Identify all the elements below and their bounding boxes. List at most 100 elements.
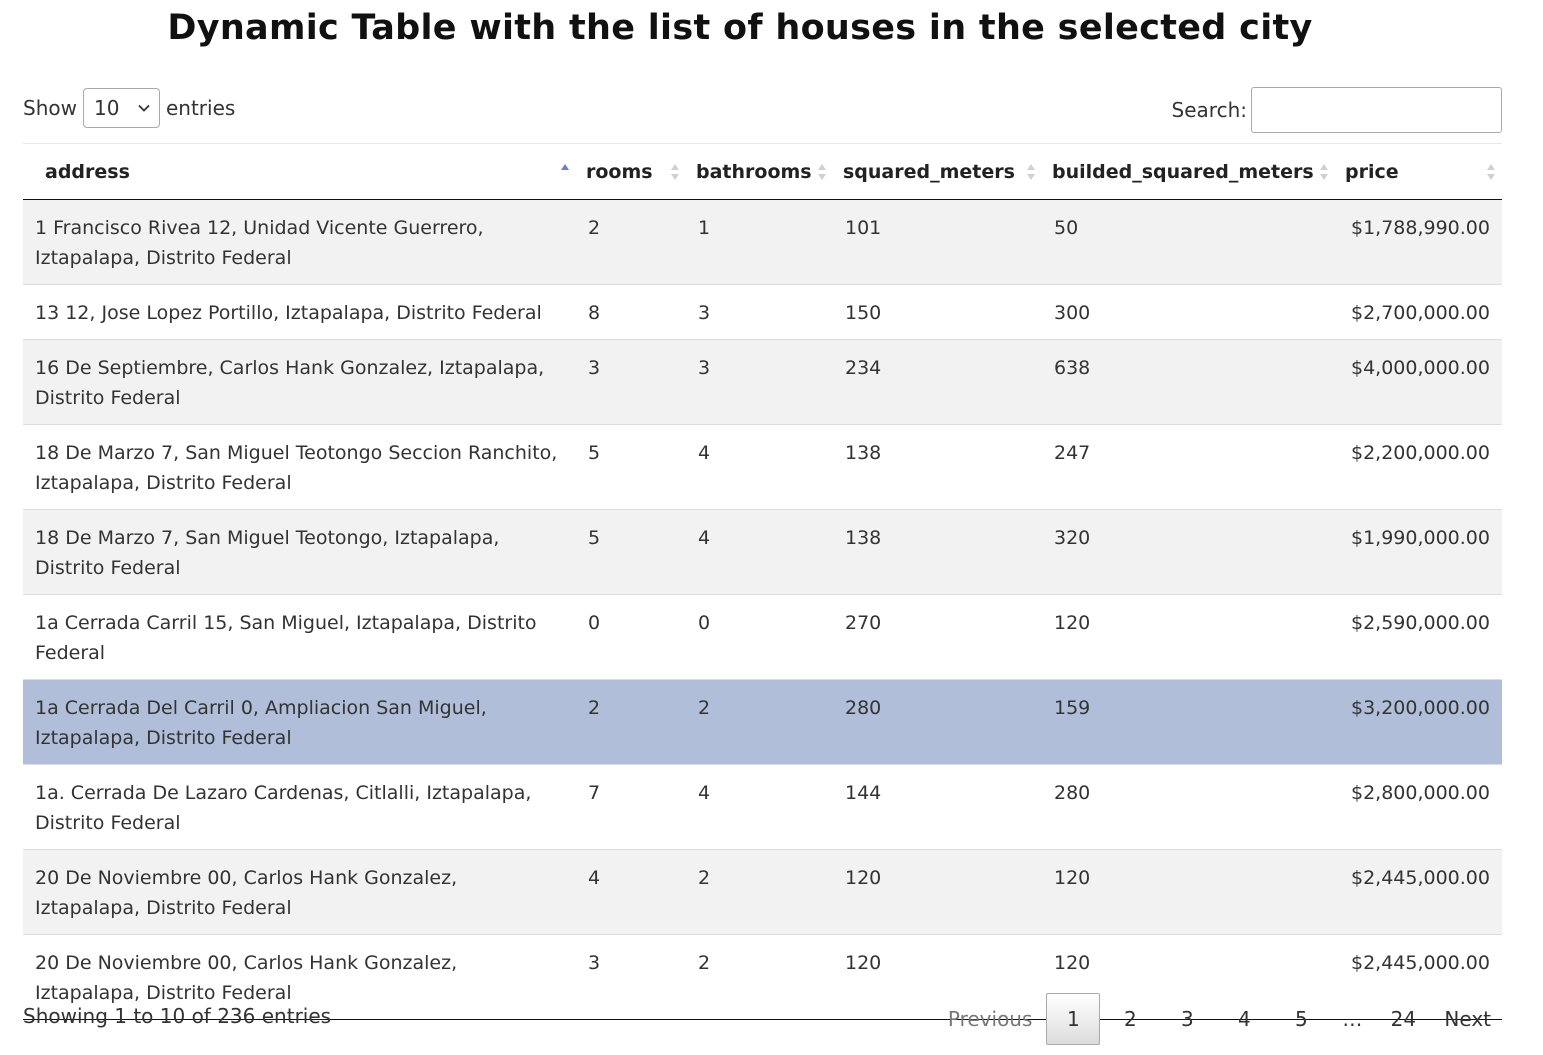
cell-squared-meters: 138 <box>833 509 1042 595</box>
cell-price: $3,200,000.00 <box>1335 679 1502 765</box>
cell-squared-meters: 120 <box>833 934 1042 1020</box>
column-header-address[interactable]: address <box>23 143 576 200</box>
search-input[interactable] <box>1251 87 1502 133</box>
cell-address: 20 De Noviembre 00, Carlos Hank Gonzalez… <box>23 849 576 935</box>
cell-builded-squared-meters: 120 <box>1042 594 1335 680</box>
column-header-label: builded_squared_meters <box>1052 160 1314 183</box>
table-info: Showing 1 to 10 of 236 entries <box>23 1004 332 1028</box>
cell-bathrooms: 4 <box>686 424 833 510</box>
cell-squared-meters: 144 <box>833 764 1042 850</box>
table-header-row: address rooms bathrooms squared_meters build… <box>23 143 1502 200</box>
cell-builded-squared-meters: 159 <box>1042 679 1335 765</box>
cell-builded-squared-meters: 120 <box>1042 849 1335 935</box>
cell-rooms: 7 <box>576 764 686 850</box>
cell-price: $1,788,990.00 <box>1350 217 1490 239</box>
cell-bathrooms: 4 <box>686 509 833 595</box>
page-button[interactable]: 5 <box>1295 1007 1308 1031</box>
cell-builded-squared-meters: 320 <box>1042 509 1335 595</box>
sort-both-icon <box>670 161 680 183</box>
table-row[interactable]: 1 Francisco Rivea 12, Unidad Vicente Gue… <box>23 199 1502 285</box>
cell-address: 1a. Cerrada De Lazaro Cardenas, Citlalli… <box>23 764 576 850</box>
cell-squared-meters: 101 <box>845 217 882 239</box>
entries-length-select[interactable]: 10 <box>82 88 160 128</box>
cell-price: $2,445,000.00 <box>1335 849 1502 935</box>
previous-button[interactable]: Previous <box>947 1007 1033 1031</box>
cell-builded-squared-meters: 300 <box>1042 284 1335 340</box>
cell-address: 13 12, Jose Lopez Portillo, Iztapalapa, … <box>23 284 576 340</box>
sort-ascending-icon <box>560 161 570 183</box>
cell-address: 1a Cerrada Carril 15, San Miguel, Iztapa… <box>23 594 576 680</box>
houses-table: address rooms bathrooms squared_meters build… <box>23 143 1502 1020</box>
page-button[interactable]: 2 <box>1124 1007 1137 1031</box>
table-body: 1 Francisco Rivea 12, Unidad Vicente Gue… <box>23 199 1502 1020</box>
table-row[interactable]: 18 De Marzo 7, San Miguel Teotongo, Izta… <box>23 509 1502 595</box>
column-header-label: squared_meters <box>843 160 1015 183</box>
column-header-bathrooms[interactable]: bathrooms <box>686 143 833 200</box>
cell-squared-meters: 270 <box>833 594 1042 680</box>
table-row-selected[interactable]: 1a Cerrada Del Carril 0, Ampliacion San … <box>23 679 1502 765</box>
page-title: Dynamic Table with the list of houses in… <box>167 8 1313 48</box>
next-button[interactable]: Next <box>1444 1007 1491 1031</box>
cell-address: 18 De Marzo 7, San Miguel Teotongo, Izta… <box>23 509 576 595</box>
houses-table-wrapper: address rooms bathrooms squared_meters build… <box>23 143 1502 1020</box>
cell-builded-squared-meters: 50 <box>1054 217 1079 239</box>
cell-squared-meters: 234 <box>833 339 1042 425</box>
cell-price: $2,700,000.00 <box>1335 284 1502 340</box>
cell-address: 1 Francisco Rivea 12, Unidad Vicente Gue… <box>35 217 484 269</box>
cell-price: $2,590,000.00 <box>1335 594 1502 680</box>
sort-both-icon <box>817 161 827 183</box>
cell-bathrooms: 3 <box>686 284 833 340</box>
table-row[interactable]: 16 De Septiembre, Carlos Hank Gonzalez, … <box>23 339 1502 425</box>
length-control: Show 10 entries <box>23 88 235 128</box>
search-control: Search: <box>1172 87 1502 133</box>
sort-both-icon <box>1319 161 1329 183</box>
cell-bathrooms: 2 <box>686 849 833 935</box>
column-header-price[interactable]: price <box>1335 143 1502 200</box>
sort-both-icon <box>1486 161 1496 183</box>
cell-bathrooms: 4 <box>686 764 833 850</box>
page-button[interactable]: 4 <box>1238 1007 1251 1031</box>
column-header-builded-squared-meters[interactable]: builded_squared_meters <box>1042 143 1335 200</box>
table-row[interactable]: 18 De Marzo 7, San Miguel Teotongo Secci… <box>23 424 1502 510</box>
cell-address: 20 De Noviembre 00, Carlos Hank Gonzalez… <box>23 934 576 1020</box>
table-row[interactable]: 1a. Cerrada De Lazaro Cardenas, Citlalli… <box>23 764 1502 850</box>
cell-squared-meters: 150 <box>833 284 1042 340</box>
cell-address: 16 De Septiembre, Carlos Hank Gonzalez, … <box>23 339 576 425</box>
cell-rooms: 0 <box>576 594 686 680</box>
search-label: Search: <box>1171 98 1247 122</box>
cell-rooms: 3 <box>576 934 686 1020</box>
cell-price: $4,000,000.00 <box>1335 339 1502 425</box>
cell-price: $2,800,000.00 <box>1335 764 1502 850</box>
table-row[interactable]: 1a Cerrada Carril 15, San Miguel, Iztapa… <box>23 594 1502 680</box>
cell-rooms: 2 <box>576 679 686 765</box>
pagination: Previous 1 2 3 4 5 … 24 Next <box>934 992 1502 1046</box>
page-button-current[interactable]: 1 <box>1046 993 1101 1045</box>
table-row[interactable]: 13 12, Jose Lopez Portillo, Iztapalapa, … <box>23 284 1502 340</box>
cell-bathrooms: 0 <box>686 594 833 680</box>
column-header-label: rooms <box>586 160 653 183</box>
column-header-squared-meters[interactable]: squared_meters <box>833 143 1042 200</box>
chevron-down-icon <box>137 101 151 115</box>
cell-builded-squared-meters: 280 <box>1042 764 1335 850</box>
cell-builded-squared-meters: 247 <box>1042 424 1335 510</box>
cell-bathrooms: 2 <box>686 679 833 765</box>
column-header-rooms[interactable]: rooms <box>576 143 686 200</box>
table-row[interactable]: 20 De Noviembre 00, Carlos Hank Gonzalez… <box>23 934 1502 1020</box>
cell-squared-meters: 120 <box>833 849 1042 935</box>
cell-rooms: 5 <box>576 509 686 595</box>
page-button[interactable]: 3 <box>1181 1007 1194 1031</box>
cell-rooms: 3 <box>576 339 686 425</box>
column-header-label: bathrooms <box>696 160 812 183</box>
entries-label: entries <box>165 96 236 120</box>
page-button[interactable]: 24 <box>1390 1007 1417 1031</box>
cell-rooms: 5 <box>576 424 686 510</box>
cell-rooms: 2 <box>588 217 601 239</box>
table-row[interactable]: 20 De Noviembre 00, Carlos Hank Gonzalez… <box>23 849 1502 935</box>
cell-rooms: 4 <box>576 849 686 935</box>
cell-bathrooms: 1 <box>698 217 711 239</box>
show-label: Show <box>23 96 77 120</box>
cell-bathrooms: 3 <box>686 339 833 425</box>
cell-rooms: 8 <box>576 284 686 340</box>
sort-both-icon <box>1026 161 1036 183</box>
cell-price: $2,445,000.00 <box>1335 934 1502 1020</box>
